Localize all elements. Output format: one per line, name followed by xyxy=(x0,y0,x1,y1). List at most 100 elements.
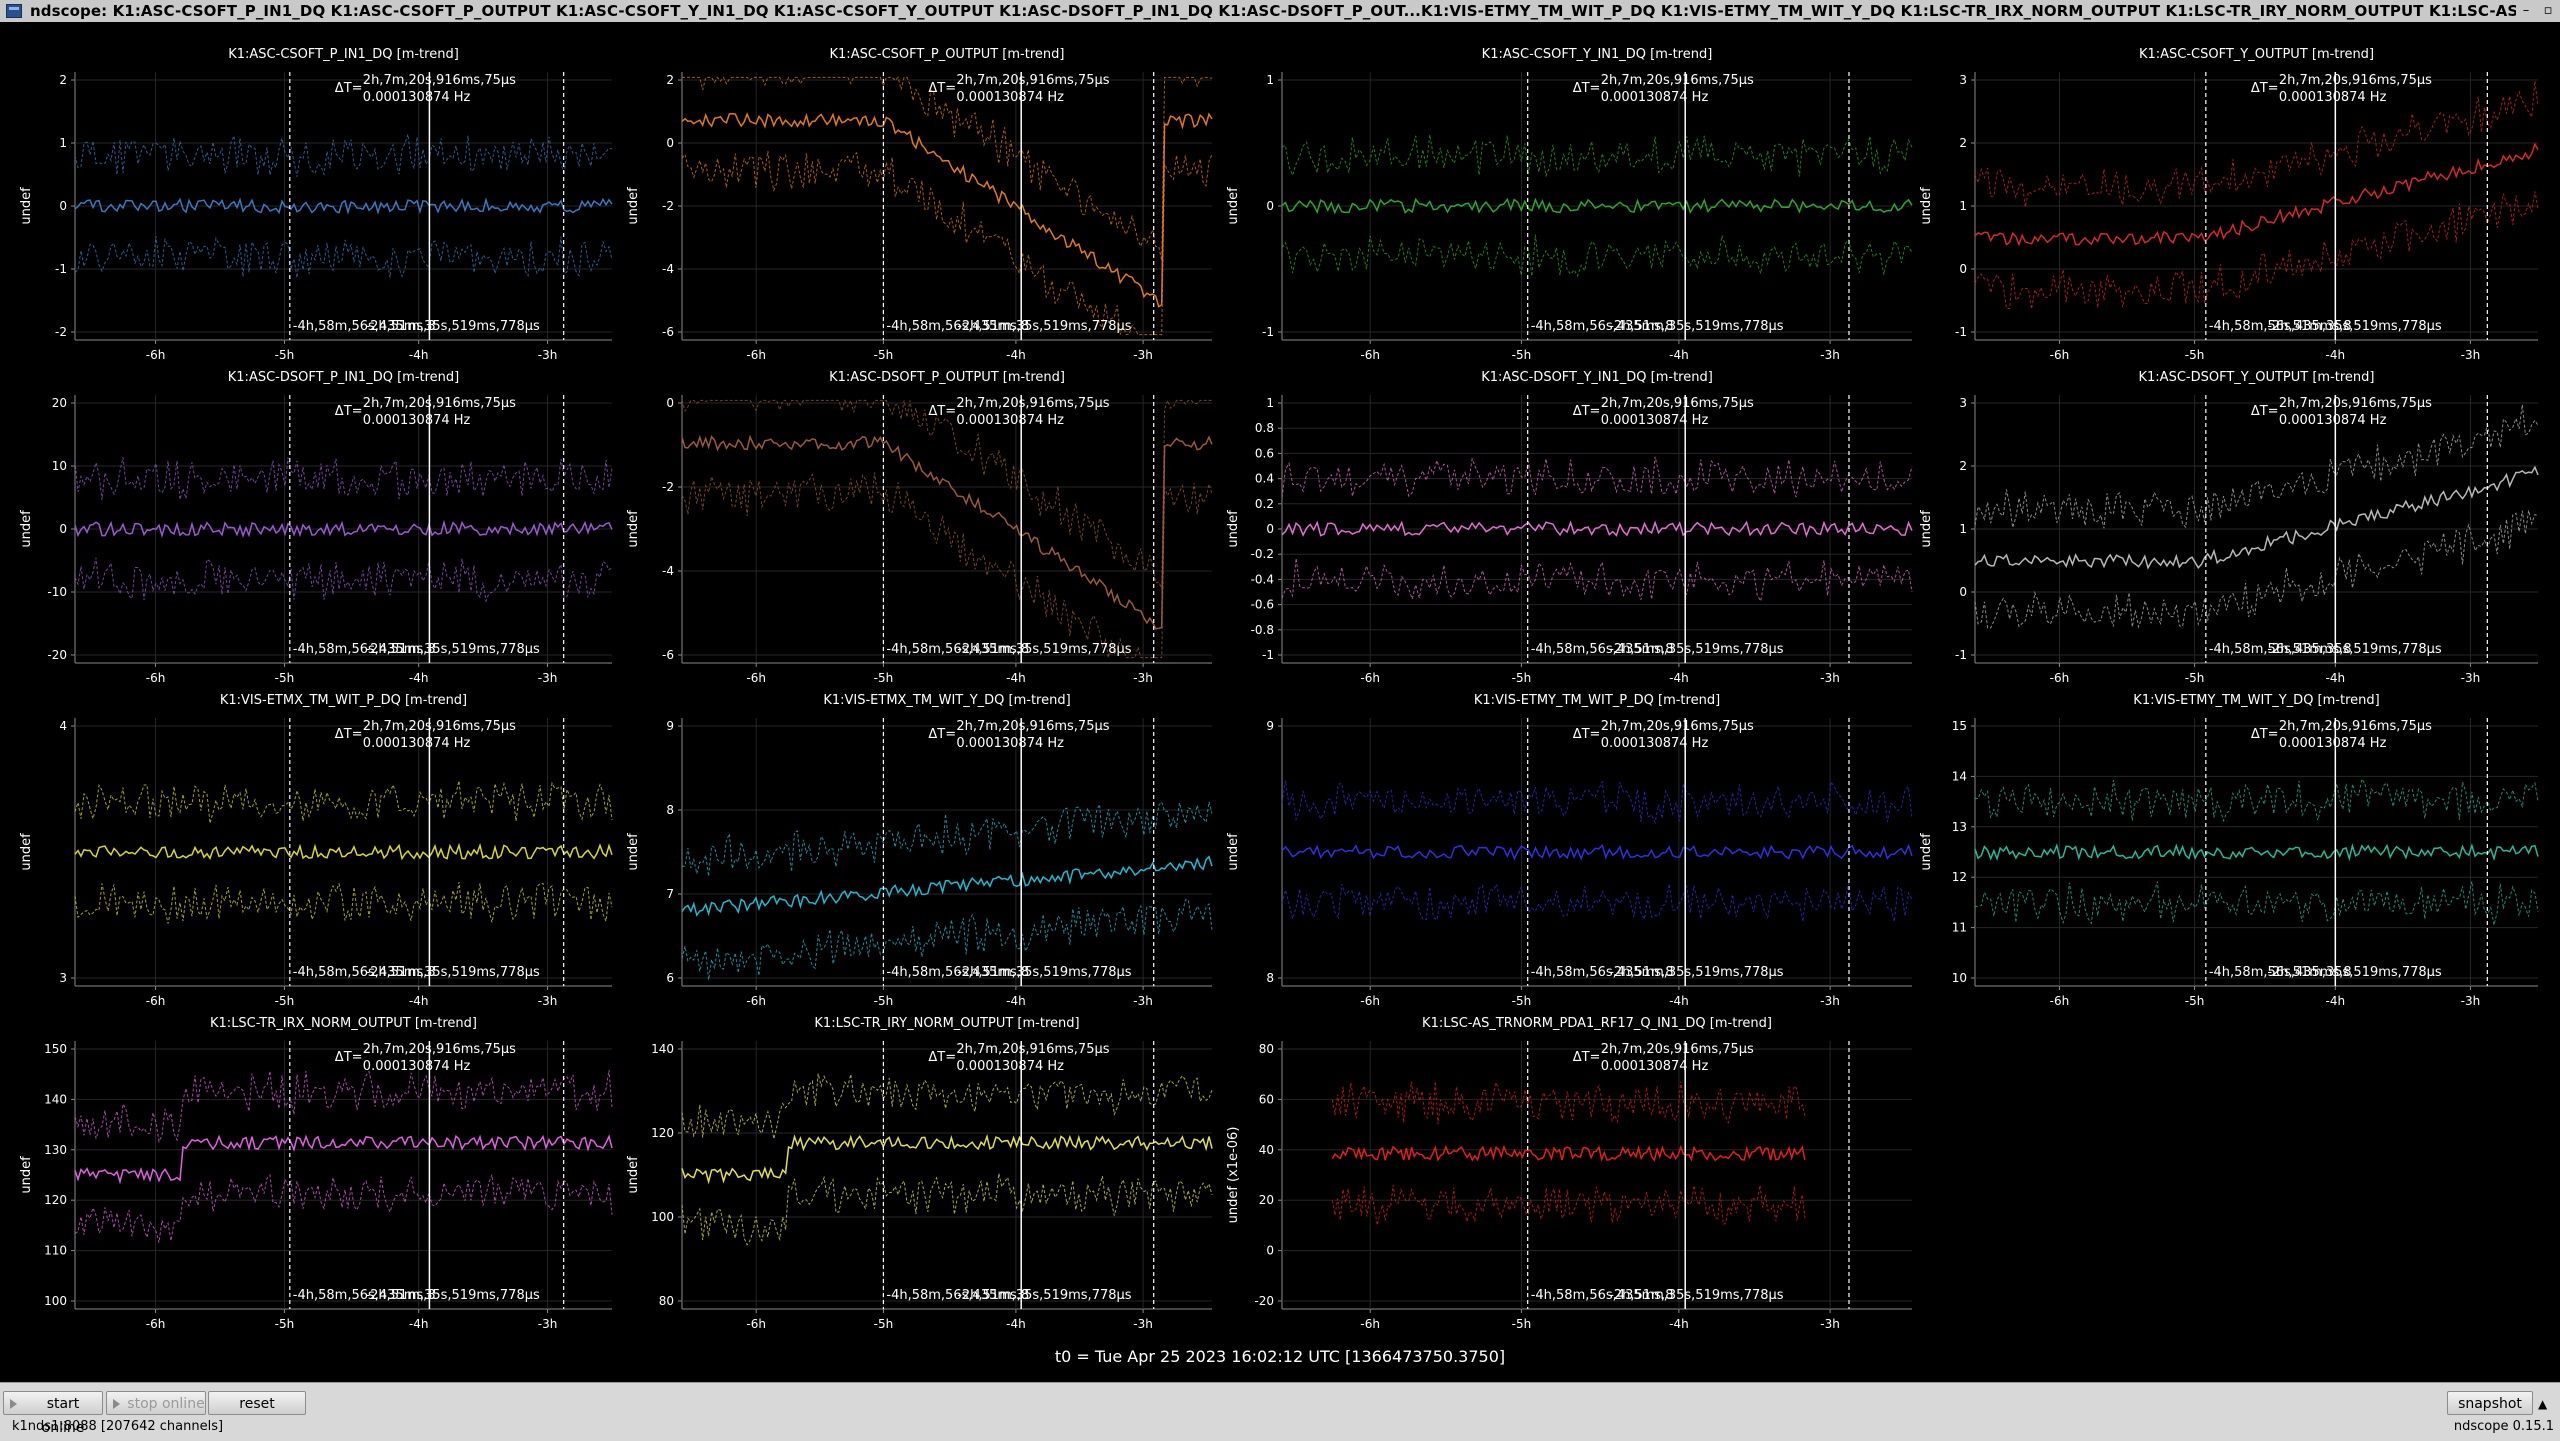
x-tick-label: -3h xyxy=(2461,671,2481,685)
x-tick-label: -4h xyxy=(409,348,429,362)
play-icon xyxy=(10,1399,17,1409)
t2-label: -2h,51m,35s,519ms,778µs xyxy=(1609,965,1784,980)
panel-title: K1:VIS-ETMX_TM_WIT_Y_DQ [m-trend] xyxy=(823,693,1070,708)
delta-label: ΔT= xyxy=(928,727,956,742)
snapshot-button[interactable]: snapshot xyxy=(2447,1391,2533,1415)
delta-frequency: 0.000130874 Hz xyxy=(363,736,471,751)
trace-max xyxy=(1974,777,2539,823)
y-tick-label: 0.4 xyxy=(1255,472,1274,486)
plot-panel[interactable]: K1:LSC-TR_IRX_NORM_OUTPUT [m-trend] undef… xyxy=(19,1016,613,1331)
y-tick-label: -2 xyxy=(662,199,674,213)
delta-label: ΔT= xyxy=(335,727,363,742)
plot-panel[interactable]: K1:VIS-ETMY_TM_WIT_Y_DQ [m-trend] undef 15… xyxy=(1919,693,2539,1008)
plot-panel[interactable]: K1:VIS-ETMX_TM_WIT_P_DQ [m-trend] undef 4 3… xyxy=(19,693,613,1008)
snapshot-menu-icon[interactable]: ▲ xyxy=(2538,1397,2548,1411)
plot-panel[interactable]: K1:LSC-TR_IRY_NORM_OUTPUT [m-trend] undef… xyxy=(626,1016,1213,1331)
plot-grid[interactable]: K1:ASC-CSOFT_P_IN1_DQ [m-trend] undef 2 1 0-… xyxy=(0,22,2560,1382)
delta-frequency: 0.000130874 Hz xyxy=(956,736,1064,751)
y-tick-label: 1 xyxy=(59,136,67,150)
delta-frequency: 0.000130874 Hz xyxy=(1601,90,1709,105)
x-tick-label: -4h xyxy=(2326,348,2346,362)
plot-panel[interactable]: K1:ASC-DSOFT_Y_OUTPUT [m-trend] undef 3 2 1 0… xyxy=(1919,370,2539,685)
plot-panel[interactable]: K1:ASC-DSOFT_Y_IN1_DQ [m-trend] undef 1 0.8… xyxy=(1226,370,1913,685)
plot-panel[interactable]: K1:LSC-AS_TRNORM_PDA1_RF17_Q_IN1_DQ [m-t… xyxy=(1226,1016,1912,1331)
delta-time: 2h,7m,20s,916ms,75µs xyxy=(1601,1042,1754,1057)
x-tick-label: -6h xyxy=(146,1317,166,1331)
delta-time: 2h,7m,20s,916ms,75µs xyxy=(363,719,516,734)
trace-min xyxy=(681,899,1213,980)
x-tick-label: -3h xyxy=(1133,348,1153,362)
panel-title: K1:LSC-TR_IRY_NORM_OUTPUT [m-trend] xyxy=(814,1016,1079,1031)
x-tick-label: -6h xyxy=(2050,671,2070,685)
y-axis-label: undef xyxy=(626,1156,641,1194)
x-tick-label: -6h xyxy=(146,348,166,362)
delta-label: ΔT= xyxy=(928,404,956,419)
trace-mean xyxy=(74,842,613,861)
trace-max xyxy=(1281,456,1913,498)
trace-max xyxy=(682,76,1213,261)
t2-label: -2h,51m,35s,519ms,778µs xyxy=(957,642,1132,657)
y-tick-label: 0 xyxy=(1266,1244,1274,1258)
panel-title: K1:ASC-DSOFT_P_OUTPUT [m-trend] xyxy=(829,370,1065,385)
y-axis-label: undef xyxy=(626,187,641,225)
trace-mean xyxy=(1281,843,1913,861)
delta-label: ΔT= xyxy=(1573,1050,1601,1065)
plot-canvas[interactable]: K1:ASC-CSOFT_P_IN1_DQ [m-trend]undef210-… xyxy=(0,22,2560,1382)
plot-panel[interactable]: K1:ASC-CSOFT_Y_OUTPUT [m-trend] undef 3 2 1 0… xyxy=(1919,47,2539,362)
y-axis-label: undef xyxy=(1919,510,1934,548)
delta-label: ΔT= xyxy=(928,1050,956,1065)
start-online-button[interactable]: start online xyxy=(3,1391,103,1436)
x-tick-label: -4h xyxy=(1006,994,1026,1008)
x-tick-label: -6h xyxy=(746,994,766,1008)
trace-max xyxy=(681,398,1212,589)
delta-time: 2h,7m,20s,916ms,75µs xyxy=(1601,396,1754,411)
x-tick-label: -4h xyxy=(2326,994,2346,1008)
delta-time: 2h,7m,20s,916ms,75µs xyxy=(363,73,516,88)
start-online-label: start online xyxy=(41,1396,85,1436)
maximize-button[interactable]: ▫ xyxy=(2543,3,2553,18)
delta-time: 2h,7m,20s,916ms,75µs xyxy=(956,1042,1109,1057)
trace-min xyxy=(681,1173,1213,1246)
t1-label: -4h,58m,56s,435ms,8 xyxy=(1531,319,1674,334)
x-tick-label: -3h xyxy=(538,348,558,362)
y-tick-label: 7 xyxy=(666,887,674,901)
t2-label: -2h,51m,35s,519ms,778µs xyxy=(957,965,1132,980)
plot-panel[interactable]: K1:ASC-DSOFT_P_IN1_DQ [m-trend] undef 20 10… xyxy=(19,370,613,685)
reset-button[interactable]: reset xyxy=(208,1391,306,1415)
x-tick-label: -5h xyxy=(1512,994,1532,1008)
delta-frequency: 0.000130874 Hz xyxy=(956,1059,1064,1074)
y-tick-label: -20 xyxy=(1254,1294,1274,1308)
plot-panel[interactable]: K1:ASC-CSOFT_Y_IN1_DQ [m-trend] undef 1 0 -1… xyxy=(1226,47,1913,362)
panel-title: K1:LSC-TR_IRX_NORM_OUTPUT [m-trend] xyxy=(210,1016,477,1031)
plot-panel[interactable]: K1:ASC-CSOFT_P_IN1_DQ [m-trend] undef 2 1 0 -… xyxy=(19,47,613,362)
app-icon xyxy=(6,4,22,18)
stop-online-button[interactable]: stop online xyxy=(106,1391,206,1415)
t2-label: -2h,51m,35s,519ms,778µs xyxy=(365,965,540,980)
y-tick-label: 14 xyxy=(1952,769,1967,783)
x-tick-label: -5h xyxy=(275,1317,295,1331)
trace-mean xyxy=(74,519,613,539)
plot-panel[interactable]: K1:ASC-CSOFT_P_OUTPUT [m-trend] undef 2 0 -2… xyxy=(626,47,1213,362)
delta-frequency: 0.000130874 Hz xyxy=(2279,90,2387,105)
t2-label: -2h,51m,35s,519ms,778µs xyxy=(957,319,1132,334)
delta-time: 2h,7m,20s,916ms,75µs xyxy=(2279,719,2432,734)
trace-min xyxy=(74,881,613,924)
t1-label: -4h,58m,56s,435ms,8 xyxy=(886,965,1029,980)
trace-min xyxy=(1974,191,2539,310)
t0-label: t0 = Tue Apr 25 2023 16:02:12 UTC [13664… xyxy=(1054,1347,1506,1366)
y-axis-label: undef xyxy=(1226,833,1241,871)
t2-label: -2h,51m,35s,519ms,778µs xyxy=(365,319,540,334)
y-tick-label: 0.2 xyxy=(1255,497,1274,511)
x-tick-label: -6h xyxy=(1360,348,1380,362)
plot-panel[interactable]: K1:ASC-DSOFT_P_OUTPUT [m-trend] undef 0 -2 -… xyxy=(626,370,1213,685)
plot-panel[interactable]: K1:VIS-ETMY_TM_WIT_P_DQ [m-trend] undef 9 8… xyxy=(1226,693,1913,1008)
plot-panel[interactable]: K1:VIS-ETMX_TM_WIT_Y_DQ [m-trend] undef 9 8… xyxy=(626,693,1213,1008)
control-bar: start online stop online reset snapshot … xyxy=(0,1382,2560,1441)
y-tick-label: 0 xyxy=(59,522,67,536)
t2-label: -2h,51m,35s,519ms,778µs xyxy=(1609,319,1784,334)
trace-min xyxy=(1281,234,1913,278)
delta-label: ΔT= xyxy=(335,81,363,96)
delta-frequency: 0.000130874 Hz xyxy=(363,413,471,428)
minimize-button[interactable]: – xyxy=(2522,3,2530,18)
y-tick-label: -0.6 xyxy=(1251,598,1274,612)
